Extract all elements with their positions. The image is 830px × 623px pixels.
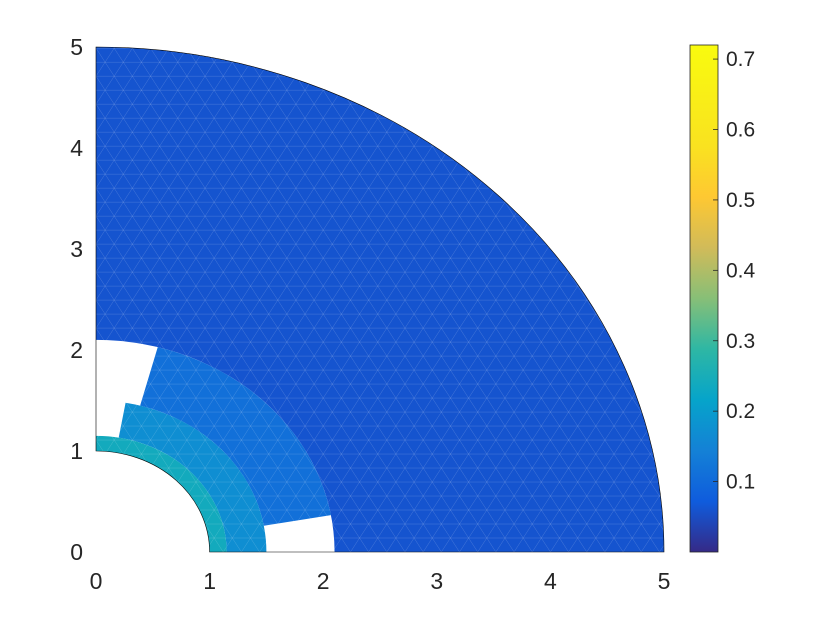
y-tick-label-0: 0 — [70, 539, 83, 565]
colorbar-label-0.6: 0.6 — [726, 119, 755, 142]
y-tick-label-5: 5 — [70, 34, 83, 60]
colorbar-label-0.3: 0.3 — [726, 330, 755, 353]
mesh-layer — [96, 47, 664, 552]
x-tick-label-2: 2 — [317, 568, 330, 594]
colorbar-label-0.1: 0.1 — [726, 471, 755, 494]
x-tick-label-3: 3 — [430, 568, 443, 594]
colorbar: 0.1 0.2 0.3 0.4 0.5 0.6 0.7 — [689, 44, 756, 553]
x-tick-label-4: 4 — [544, 568, 557, 594]
y-tick-label-1: 1 — [70, 438, 83, 464]
colorbar-label-0.2: 0.2 — [726, 400, 755, 423]
colorbar-label-0.5: 0.5 — [726, 189, 755, 212]
colorbar-bar — [689, 44, 719, 553]
domain-outline — [95, 46, 665, 553]
field-region-2 — [118, 402, 267, 552]
colorbar-ticks: 0.1 0.2 0.3 0.4 0.5 0.6 0.7 — [713, 48, 756, 494]
x-tick-label-5: 5 — [658, 568, 671, 594]
x-tick-label-1: 1 — [203, 568, 216, 594]
field-region-0 — [96, 47, 664, 552]
field-layer — [96, 47, 664, 552]
y-axis: 0 1 2 3 4 5 — [70, 34, 83, 565]
colorbar-label-0.7: 0.7 — [726, 48, 755, 71]
y-tick-label-4: 4 — [70, 135, 83, 161]
colorbar-label-0.4: 0.4 — [726, 259, 756, 282]
field-region-1 — [140, 347, 331, 526]
x-axis: 0 1 2 3 4 5 — [90, 568, 671, 594]
field-region-3 — [96, 435, 227, 552]
y-tick-label-2: 2 — [70, 337, 83, 363]
y-tick-label-3: 3 — [70, 236, 83, 262]
mesh-edges — [96, 47, 664, 552]
plot-area — [95, 46, 665, 553]
x-tick-label-0: 0 — [90, 568, 103, 594]
